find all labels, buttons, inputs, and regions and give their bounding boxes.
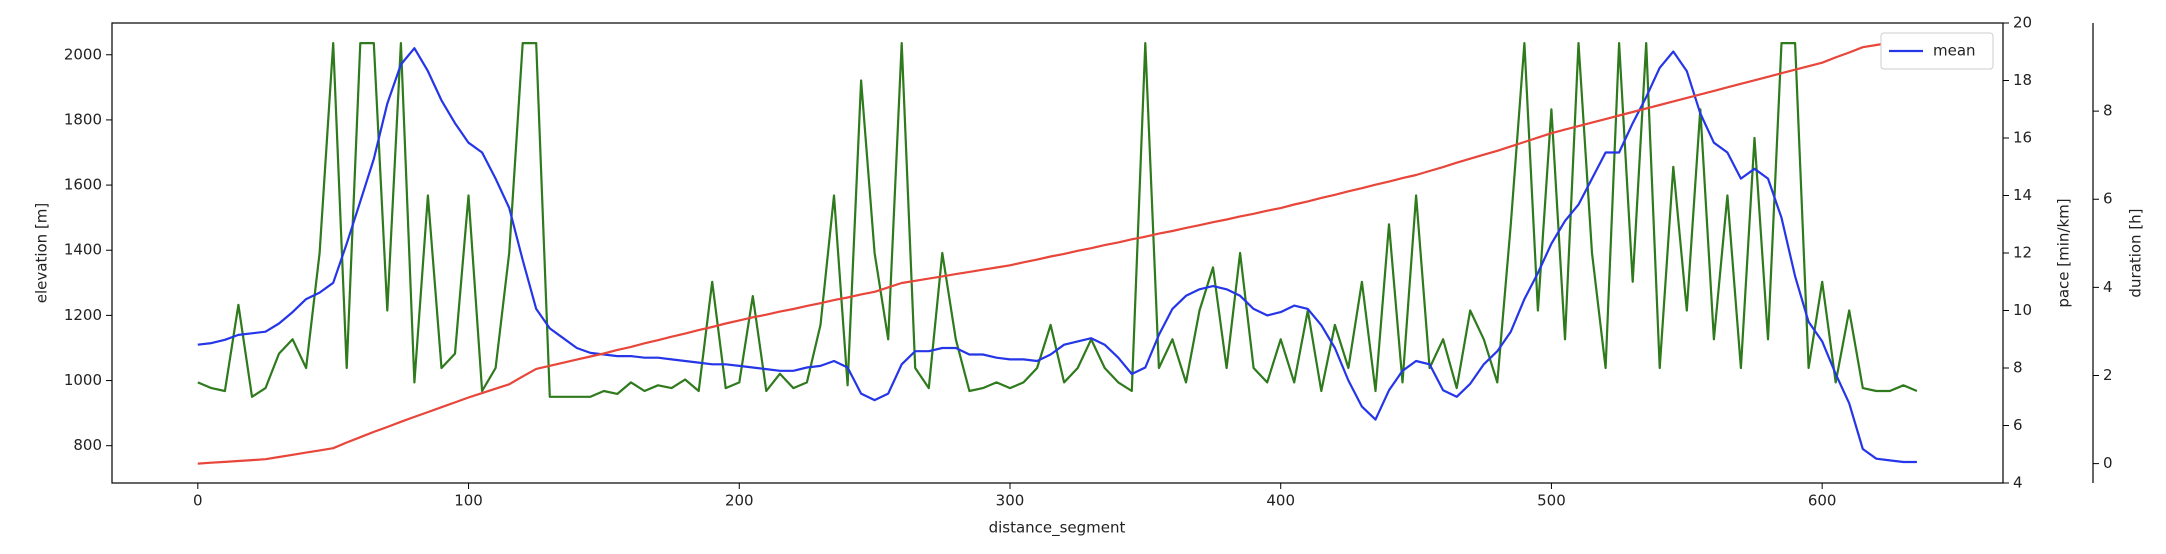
- y-tick-label: 1800: [64, 110, 102, 128]
- plot-frame: [111, 22, 2004, 484]
- y2-tick-label: 4: [2013, 474, 2023, 492]
- y-tick-label: 1600: [64, 176, 102, 194]
- x-axis-label: distance_segment: [989, 519, 1126, 538]
- x-tick-label: 0: [193, 492, 203, 510]
- legend-box: [1880, 32, 1994, 70]
- y-tick-label: 2000: [64, 45, 102, 63]
- y2-tick-label: 16: [2013, 129, 2032, 147]
- y3-tick-label: 4: [2103, 278, 2113, 296]
- y-tick-label: 1200: [64, 306, 102, 324]
- y2-axis-label: pace [min/km]: [2055, 198, 2073, 307]
- x-tick-label: 400: [1266, 492, 1295, 510]
- y3-tick-label: 8: [2103, 102, 2113, 120]
- y3-tick-label: 6: [2103, 190, 2113, 208]
- series-line: [197, 47, 1917, 464]
- legend-label: mean: [1933, 42, 1976, 60]
- y-axis-label: elevation [m]: [33, 203, 51, 304]
- series-line: [197, 37, 1918, 465]
- series-line: [197, 41, 1918, 398]
- y3-axis-label: duration [h]: [2127, 208, 2145, 297]
- y2-tick-label: 14: [2013, 186, 2032, 204]
- x-tick-label: 600: [1808, 492, 1837, 510]
- x-tick-label: 300: [996, 492, 1025, 510]
- y2-tick-label: 20: [2013, 14, 2032, 32]
- y-tick-label: 1000: [64, 371, 102, 389]
- y3-tick-label: 2: [2103, 366, 2113, 384]
- y3-tick-label: 0: [2103, 454, 2113, 472]
- x-tick-label: 200: [725, 492, 754, 510]
- y2-tick-label: 8: [2013, 359, 2023, 377]
- y2-tick-label: 18: [2013, 71, 2032, 89]
- y2-tick-label: 12: [2013, 244, 2032, 262]
- y-tick-label: 1400: [64, 241, 102, 259]
- x-tick-label: 100: [454, 492, 483, 510]
- y-tick-label: 800: [73, 436, 102, 454]
- x-tick-label: 500: [1537, 492, 1566, 510]
- y2-tick-label: 10: [2013, 301, 2032, 319]
- y2-tick-label: 6: [2013, 416, 2023, 434]
